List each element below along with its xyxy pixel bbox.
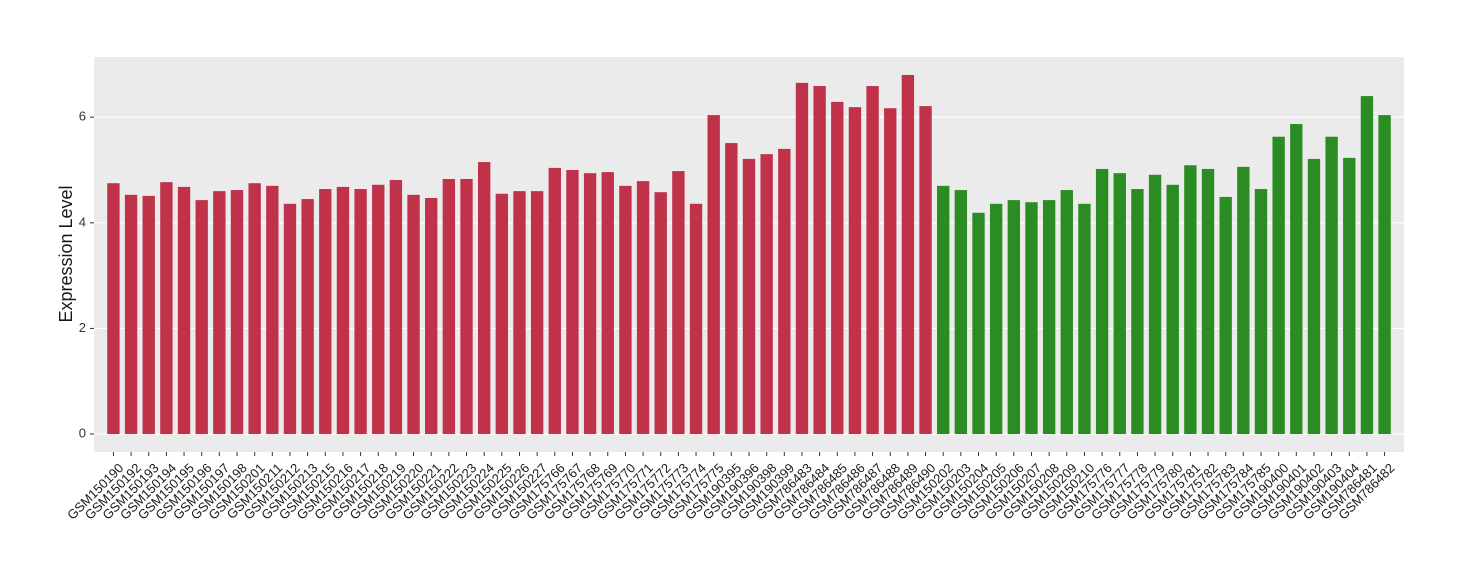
bar [1237,166,1250,435]
bar [831,101,844,435]
bar [1025,202,1038,435]
bar [1360,96,1374,435]
bar [1201,168,1215,435]
bar [636,181,650,435]
bar [795,82,809,435]
bar [901,74,915,435]
bar [1290,124,1303,435]
bar [1042,200,1056,435]
bar [477,162,491,435]
bar [937,185,950,435]
y-tick-label: 6 [79,109,86,124]
bar [354,189,367,435]
bar [495,193,509,435]
bar [654,192,667,435]
bar [866,86,879,435]
bar [283,203,297,435]
bar [583,173,597,435]
bar [954,190,968,435]
bar [848,107,862,435]
bar [1131,189,1144,435]
bar [513,191,526,435]
y-tick-label: 2 [79,320,86,335]
bar [566,170,579,435]
bar [672,171,685,435]
bar [689,203,703,435]
bar [124,194,138,435]
bar [1219,196,1232,435]
bar [460,178,473,435]
bar [760,154,773,435]
bar [742,158,756,435]
bar [707,115,720,435]
bar [266,185,279,435]
bar [1166,184,1179,435]
bar [213,191,226,435]
bar [725,143,738,435]
bar [1272,136,1285,435]
bar [1095,168,1109,435]
y-tick-label: 4 [79,214,86,229]
bar [407,194,420,435]
bar [248,183,261,435]
bar [1148,174,1162,435]
bar [372,184,385,435]
bar [230,190,244,435]
bar [1007,200,1021,435]
bar [1343,157,1356,435]
bar [142,195,155,435]
bar [425,197,438,435]
bar [972,212,985,435]
bar [548,167,561,435]
bar [1113,173,1126,435]
bar [778,148,791,435]
bar [601,172,614,435]
bar [1078,203,1091,435]
bar [1254,189,1268,435]
bar [619,185,632,435]
bar [442,178,456,435]
bar [1060,190,1073,435]
bar [989,203,1003,435]
bar [884,108,897,435]
bar [1184,165,1197,435]
bar [107,183,120,435]
bar [813,86,826,435]
bar [177,186,191,435]
bar [1325,136,1338,435]
bar [389,180,403,435]
bar [336,186,350,435]
bar [1378,115,1391,435]
y-axis-title: Expression Level [56,185,76,322]
bar [1307,158,1321,435]
bar [160,182,173,435]
bar [530,191,544,435]
bar [301,199,314,435]
y-tick-label: 0 [79,425,86,440]
bar [319,189,332,435]
bar [919,106,932,435]
bar [195,200,208,435]
